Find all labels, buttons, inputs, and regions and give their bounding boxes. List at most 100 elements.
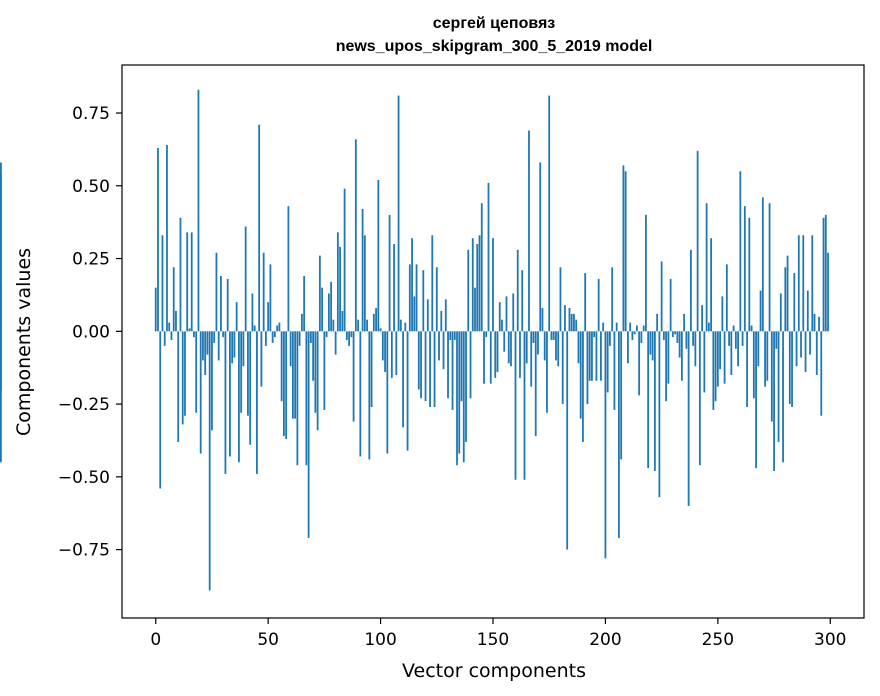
bar bbox=[564, 305, 566, 332]
bar bbox=[638, 331, 641, 396]
bar bbox=[274, 331, 276, 338]
bar bbox=[334, 331, 337, 355]
bar bbox=[721, 296, 724, 332]
bar bbox=[483, 331, 485, 384]
bar bbox=[595, 331, 598, 381]
bar bbox=[435, 267, 438, 332]
bar bbox=[298, 331, 301, 346]
bar bbox=[818, 316, 820, 332]
bar bbox=[314, 331, 317, 413]
x-axis: 0 50 100 150 200 250 300 bbox=[150, 618, 846, 650]
bar bbox=[784, 267, 787, 332]
bar bbox=[0, 174, 2, 332]
bar bbox=[350, 331, 353, 338]
bar bbox=[671, 331, 674, 338]
bar bbox=[811, 235, 814, 332]
bar bbox=[503, 331, 506, 352]
bar bbox=[188, 328, 191, 332]
bar bbox=[741, 331, 744, 346]
bar bbox=[593, 331, 596, 338]
bar bbox=[716, 331, 719, 387]
bar bbox=[575, 319, 578, 332]
bar bbox=[154, 287, 157, 332]
bar bbox=[645, 214, 647, 332]
bar bbox=[620, 331, 623, 460]
bar bbox=[534, 331, 537, 437]
bar bbox=[224, 331, 227, 474]
bar bbox=[813, 313, 816, 332]
x-tick-label: 0 bbox=[150, 630, 161, 650]
bar bbox=[501, 319, 503, 332]
bar bbox=[710, 238, 712, 332]
bar bbox=[377, 179, 380, 332]
bar bbox=[757, 331, 760, 367]
bar bbox=[467, 249, 470, 332]
bar bbox=[683, 313, 686, 332]
bars-group bbox=[0, 89, 829, 591]
bar bbox=[584, 273, 587, 332]
bar bbox=[190, 232, 193, 332]
bar bbox=[478, 235, 481, 332]
bar bbox=[624, 171, 627, 332]
bar bbox=[694, 331, 697, 367]
bar bbox=[689, 249, 692, 332]
x-tick-label: 250 bbox=[702, 630, 734, 650]
bar bbox=[701, 305, 704, 332]
bar bbox=[793, 273, 796, 332]
bar bbox=[719, 331, 721, 370]
bar bbox=[449, 331, 452, 341]
bar bbox=[238, 331, 240, 463]
y-axis: −0.75 −0.50 −0.25 0.00 0.25 0.50 0.75 bbox=[58, 104, 122, 561]
bar bbox=[496, 331, 499, 373]
bar bbox=[485, 331, 488, 338]
bar bbox=[258, 124, 261, 332]
bar bbox=[618, 331, 620, 538]
bar bbox=[570, 313, 573, 332]
bar bbox=[217, 331, 220, 361]
bar bbox=[300, 313, 303, 332]
bar bbox=[363, 235, 366, 332]
bar bbox=[440, 310, 443, 332]
bar bbox=[743, 206, 746, 332]
bar bbox=[213, 331, 216, 343]
x-axis-label: Vector components bbox=[402, 660, 586, 682]
bar bbox=[609, 331, 611, 346]
bar bbox=[309, 331, 312, 343]
bar bbox=[215, 252, 218, 332]
bar bbox=[278, 322, 281, 332]
bar bbox=[233, 331, 236, 358]
bar bbox=[305, 331, 308, 466]
bar bbox=[0, 331, 2, 463]
bar bbox=[321, 287, 324, 332]
bar bbox=[406, 331, 409, 451]
bar bbox=[791, 331, 793, 407]
y-tick-label: 0.75 bbox=[72, 104, 110, 124]
bar bbox=[678, 331, 681, 358]
bar bbox=[312, 331, 315, 381]
bar bbox=[822, 217, 825, 332]
bar bbox=[640, 331, 643, 343]
bar bbox=[341, 310, 344, 332]
bar bbox=[786, 255, 789, 332]
bar bbox=[579, 331, 582, 419]
chart-title: сергей цеповяз bbox=[433, 15, 556, 32]
bar bbox=[375, 308, 377, 332]
bar bbox=[307, 331, 310, 538]
bar bbox=[323, 331, 326, 410]
bar bbox=[627, 331, 629, 364]
bar bbox=[492, 238, 494, 332]
bar bbox=[588, 331, 591, 381]
bar bbox=[494, 331, 497, 378]
bar bbox=[442, 331, 445, 370]
bar bbox=[636, 325, 638, 332]
bar bbox=[737, 331, 739, 367]
bar bbox=[179, 217, 182, 332]
bar bbox=[453, 331, 456, 341]
bar bbox=[202, 331, 204, 361]
y-tick-label: 0.00 bbox=[72, 322, 110, 342]
bar bbox=[370, 331, 373, 407]
bar bbox=[415, 264, 418, 332]
bar bbox=[170, 331, 173, 341]
bar bbox=[761, 197, 764, 332]
